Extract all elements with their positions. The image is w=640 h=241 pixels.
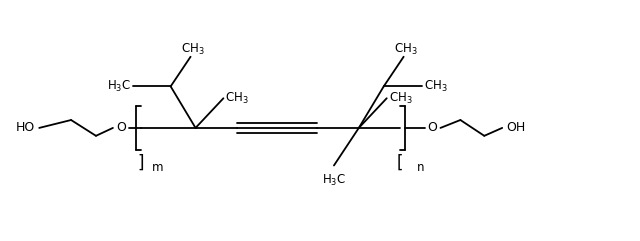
Text: ]: ]	[138, 154, 144, 172]
Text: n: n	[417, 161, 424, 174]
Text: CH$_3$: CH$_3$	[388, 91, 412, 106]
Text: [: [	[396, 154, 403, 172]
Text: CH$_3$: CH$_3$	[394, 42, 417, 57]
Text: m: m	[152, 161, 163, 174]
Text: H$_3$C: H$_3$C	[322, 173, 346, 188]
Text: HO: HO	[16, 121, 35, 134]
Text: CH$_3$: CH$_3$	[225, 91, 249, 106]
Text: O: O	[116, 121, 126, 134]
Text: O: O	[428, 121, 438, 134]
Text: OH: OH	[506, 121, 525, 134]
Text: CH$_3$: CH$_3$	[424, 79, 447, 94]
Text: H$_3$C: H$_3$C	[107, 79, 131, 94]
Text: CH$_3$: CH$_3$	[180, 42, 204, 57]
